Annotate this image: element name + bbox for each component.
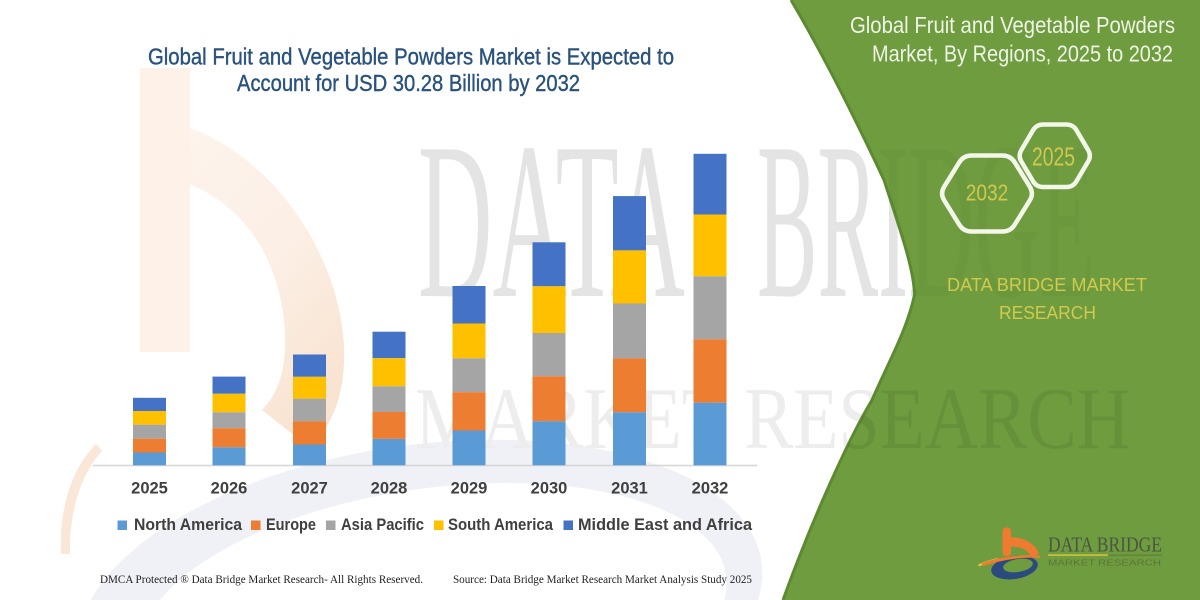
svg-text:North America: North America [134,516,243,534]
svg-text:2030: 2030 [531,480,568,498]
svg-text:Global Fruit and Vegetable Pow: Global Fruit and Vegetable Powders Marke… [148,44,674,70]
svg-text:DATA BRIDGE MARKET: DATA BRIDGE MARKET [947,275,1147,295]
svg-text:2028: 2028 [371,480,408,498]
svg-text:DMCA Protected ® Data Bridge M: DMCA Protected ® Data Bridge Market Rese… [100,574,423,586]
svg-text:Global Fruit and Vegetable Pow: Global Fruit and Vegetable Powders [850,12,1175,38]
svg-text:Middle East and Africa: Middle East and Africa [578,516,753,534]
svg-text:DATA BRIDGE: DATA BRIDGE [1048,533,1162,557]
svg-text:2025: 2025 [1032,144,1075,172]
svg-text:South America: South America [448,516,554,534]
svg-text:2032: 2032 [966,180,1009,206]
svg-text:2025: 2025 [131,480,168,498]
svg-text:Account for USD 30.28 Billion: Account for USD 30.28 Billion by 2032 [237,70,580,96]
svg-text:2032: 2032 [692,480,729,498]
svg-text:RESEARCH: RESEARCH [999,303,1096,323]
svg-text:MARKET RESEARCH: MARKET RESEARCH [1048,558,1161,568]
svg-text:Asia Pacific: Asia Pacific [341,516,424,534]
svg-text:Market, By Regions, 2025 to 20: Market, By Regions, 2025 to 2032 [872,41,1173,67]
svg-text:2026: 2026 [211,480,248,498]
svg-text:Europe: Europe [266,516,316,534]
svg-text:2027: 2027 [291,480,328,498]
svg-text:Source: Data Bridge Market Res: Source: Data Bridge Market Research Mark… [453,574,752,586]
svg-text:2029: 2029 [451,480,488,498]
svg-text:2031: 2031 [611,480,648,498]
